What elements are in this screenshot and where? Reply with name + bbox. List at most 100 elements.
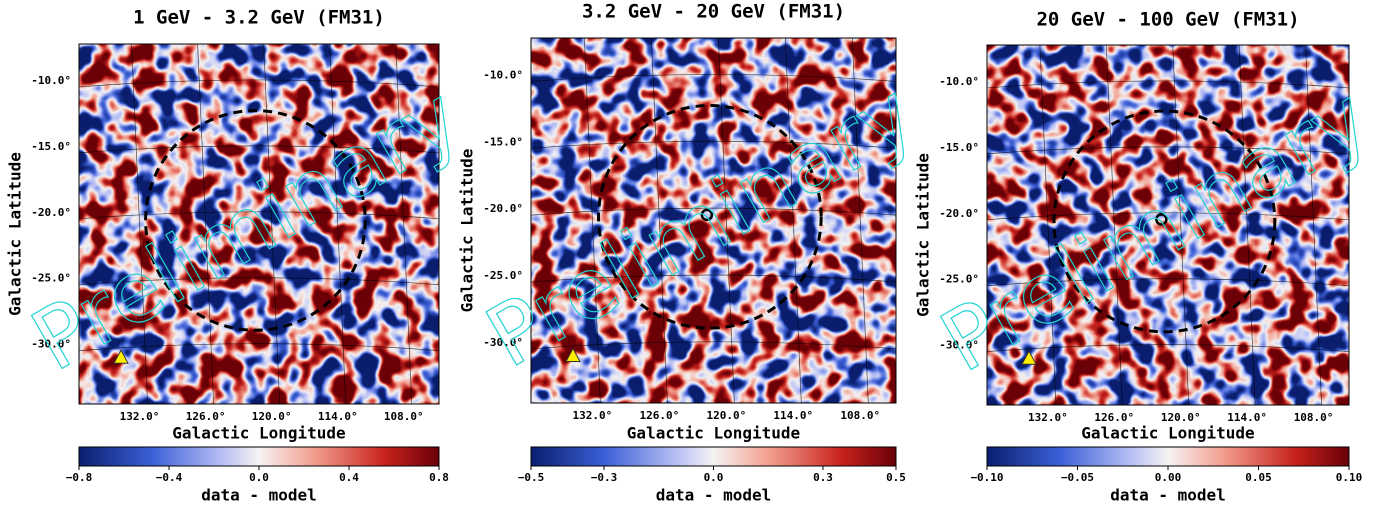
- colorbar-tick-label: 0.4: [339, 471, 359, 484]
- y-tick-label: -15.0°: [31, 140, 71, 153]
- axes-frame: [986, 44, 1350, 406]
- chart-title: 3.2 GeV - 20 GeV (FM31): [582, 1, 845, 23]
- grid-line: [531, 140, 896, 149]
- colorbar-tick-label: −0.8: [66, 471, 93, 484]
- colorbar-label: data - model: [1110, 486, 1226, 505]
- x-axis-label: Galactic Longitude: [172, 424, 345, 443]
- y-tick-label: -10.0°: [939, 75, 979, 88]
- y-tick-label: -20.0°: [31, 206, 71, 219]
- source-marker: [565, 347, 581, 363]
- grid-line: [79, 145, 439, 154]
- colorbar: [986, 446, 1350, 467]
- x-tick-label: 120.0°: [706, 409, 746, 422]
- colorbar-label: data - model: [201, 486, 317, 505]
- y-tick-label: -25.0°: [31, 272, 71, 285]
- grid-line: [329, 44, 347, 404]
- x-tick-label: 108.0°: [840, 409, 880, 422]
- x-tick-label: 126.0°: [639, 409, 679, 422]
- colorbar-tick-label: −0.05: [1061, 471, 1094, 484]
- chart-title: 20 GeV - 100 GeV (FM31): [1036, 9, 1299, 31]
- y-tick-label: -10.0°: [31, 74, 71, 87]
- colorbar-tick-label: 0.10: [1336, 471, 1363, 484]
- colorbar-tick-label: 0.0: [704, 471, 724, 484]
- grid: [79, 44, 439, 404]
- panel: 132.0° 126.0° 120.0° 114.0° 108.0° -10.0° -15.…: [458, 1, 931, 505]
- y-axis-label: Galactic Latitude: [458, 149, 477, 313]
- grid-line: [395, 44, 413, 404]
- m31-marker: [1155, 213, 1168, 226]
- y-tick-label: -30.0°: [31, 338, 71, 351]
- y-tick-label: -30.0°: [939, 339, 979, 352]
- panel: 132.0° 126.0° 120.0° 114.0° 108.0° -10.0° -15.…: [6, 7, 477, 505]
- colorbar-tick-label: −0.3: [591, 471, 618, 484]
- grid-line: [987, 80, 1349, 89]
- grid-line: [851, 38, 869, 403]
- grid-line: [784, 38, 802, 403]
- x-axis-label: Galactic Longitude: [1081, 424, 1254, 443]
- colorbar-tick-label: 0.3: [813, 471, 833, 484]
- x-tick-label: 114.0°: [773, 409, 813, 422]
- y-tick-label: -25.0°: [483, 269, 523, 282]
- colorbar-label: data - model: [656, 486, 772, 505]
- y-tick-label: -30.0°: [483, 336, 523, 349]
- grid: [531, 38, 896, 403]
- y-tick-label: -20.0°: [939, 207, 979, 220]
- grid: [987, 45, 1349, 405]
- m31-marker: [700, 208, 714, 222]
- grid-line: [531, 74, 896, 82]
- x-tick-label: 114.0°: [1227, 411, 1267, 424]
- colorbar-tick-label: 0.5: [886, 471, 906, 484]
- y-tick-label: -15.0°: [483, 135, 523, 148]
- roi-circle: [597, 104, 823, 330]
- x-tick-label: 120.0°: [252, 410, 292, 423]
- y-axis-label: Galactic Latitude: [6, 152, 25, 316]
- colorbar-tick-label: 0.05: [1245, 471, 1272, 484]
- x-tick-label: 120.0°: [1161, 411, 1201, 424]
- x-tick-label: 126.0°: [186, 410, 226, 423]
- grid-line: [79, 277, 439, 286]
- panel: 132.0° 126.0° 120.0° 114.0° 108.0° -10.0° -15.…: [914, 9, 1386, 505]
- roi-circle: [144, 109, 367, 332]
- grid-line: [79, 343, 439, 352]
- grid-line: [584, 38, 601, 403]
- y-tick-label: -15.0°: [939, 141, 979, 154]
- x-tick-label: 132.0°: [120, 410, 160, 423]
- colorbar: [530, 446, 897, 467]
- colorbar: [78, 446, 440, 467]
- grid-line: [1238, 45, 1256, 405]
- x-tick-label: 132.0°: [573, 409, 613, 422]
- colorbar-tick-label: 0.00: [1155, 471, 1182, 484]
- grid-line: [987, 344, 1349, 353]
- y-axis-label: Galactic Latitude: [914, 153, 933, 317]
- source-marker: [113, 349, 129, 364]
- colorbar-tick-label: 0.8: [429, 471, 449, 484]
- x-tick-label: 132.0°: [1028, 411, 1068, 424]
- axes-frame: [78, 43, 440, 405]
- grid-line: [987, 146, 1349, 155]
- grid-line: [1305, 45, 1322, 405]
- colorbar-tick-label: 0.0: [249, 471, 269, 484]
- source-marker: [1021, 350, 1037, 365]
- x-tick-label: 114.0°: [318, 410, 358, 423]
- colorbar-tick-label: −0.4: [156, 471, 183, 484]
- chart-title: 1 GeV - 3.2 GeV (FM31): [133, 7, 385, 29]
- x-axis-label: Galactic Longitude: [627, 424, 800, 443]
- x-tick-label: 108.0°: [1294, 411, 1334, 424]
- y-tick-label: -10.0°: [483, 68, 523, 81]
- grid-line: [79, 211, 439, 220]
- x-tick-label: 126.0°: [1094, 411, 1134, 424]
- grid-line: [1039, 45, 1057, 405]
- grid-line: [987, 278, 1349, 287]
- colorbar-tick-label: −0.5: [518, 471, 545, 484]
- grid-line: [79, 79, 439, 88]
- roi-circle: [1052, 109, 1277, 334]
- grid-line: [987, 212, 1349, 221]
- x-tick-label: 108.0°: [384, 410, 424, 423]
- axes-frame: [530, 37, 897, 404]
- grid-line: [531, 274, 896, 283]
- y-tick-label: -20.0°: [483, 202, 523, 215]
- colorbar-tick-label: −0.10: [970, 471, 1003, 484]
- grid-line: [531, 341, 896, 350]
- y-tick-label: -25.0°: [939, 273, 979, 286]
- grid-line: [131, 44, 148, 404]
